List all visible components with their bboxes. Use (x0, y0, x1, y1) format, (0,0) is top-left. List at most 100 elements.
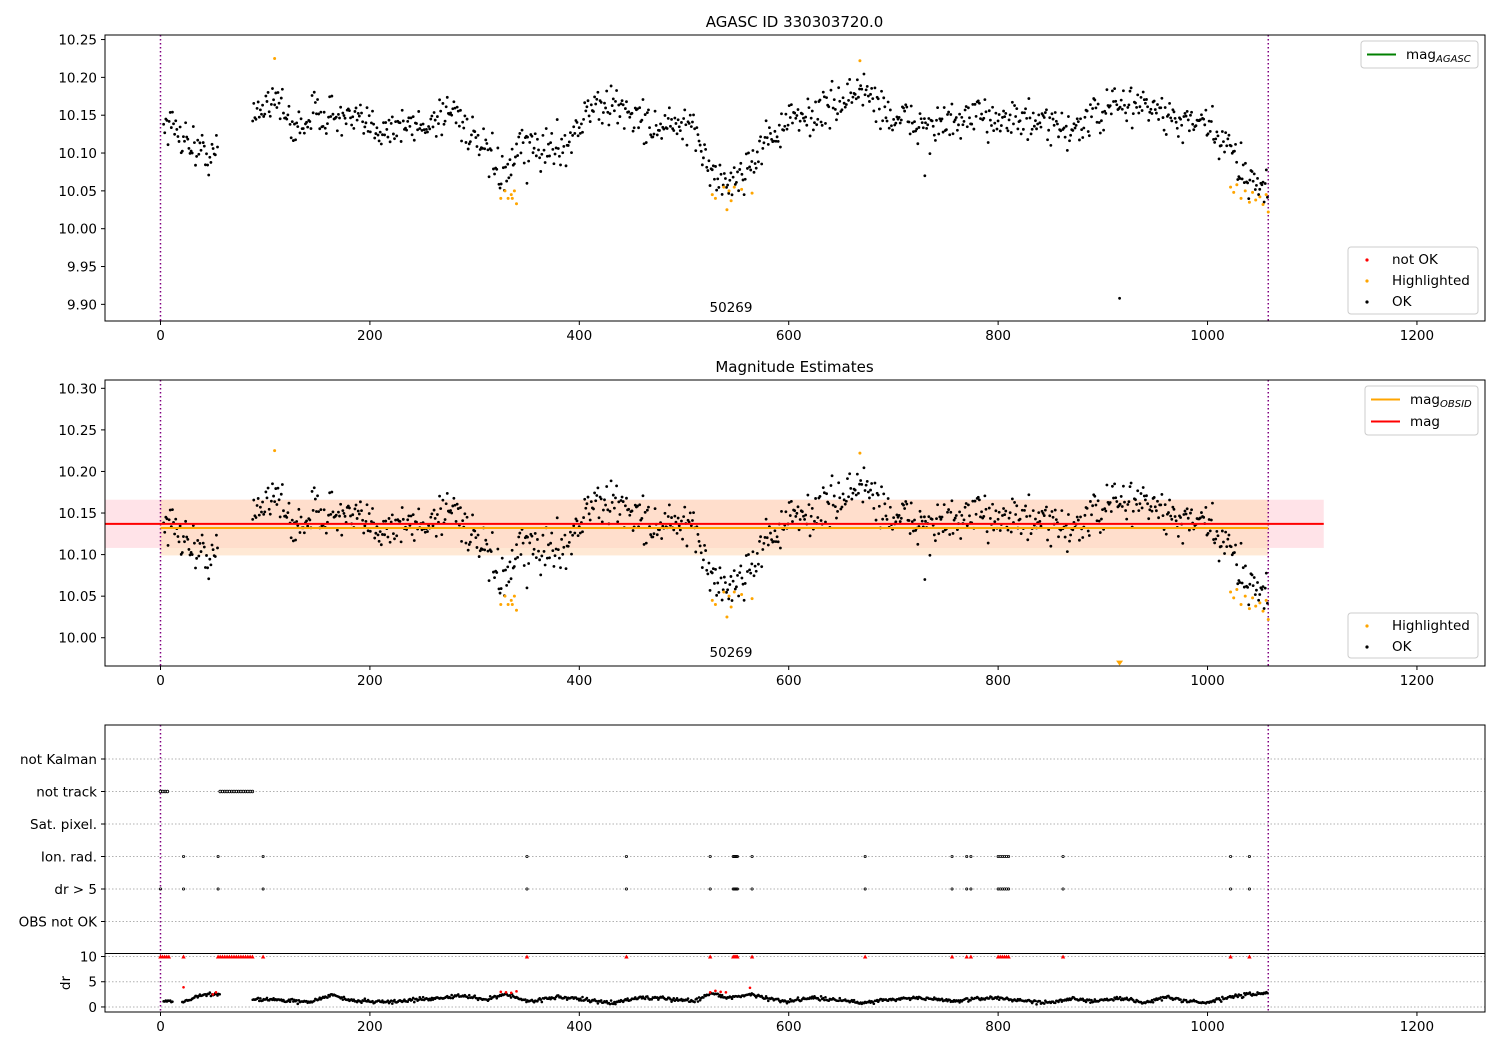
ok-point (1263, 586, 1267, 590)
highlighted-point (1247, 607, 1251, 611)
dr-point (818, 999, 822, 1002)
ok-point (1239, 541, 1243, 545)
dr-point (655, 996, 659, 999)
ok-point (1146, 105, 1149, 109)
ok-point (582, 117, 586, 121)
ok-point (489, 148, 493, 152)
ok-point (449, 111, 452, 115)
ok-point (722, 575, 726, 579)
ok-point (941, 530, 945, 533)
ok-point (940, 515, 944, 519)
ok-point (392, 132, 395, 136)
ok-point (351, 513, 355, 517)
ok-point (1113, 87, 1117, 91)
ok-point (197, 554, 201, 558)
flag-point (863, 887, 867, 891)
ok-point (533, 132, 537, 136)
ok-point (991, 502, 994, 506)
ok-point (515, 142, 518, 146)
flag-point (624, 887, 628, 891)
ok-point (936, 503, 940, 507)
legend-box (1360, 40, 1479, 69)
ok-point (278, 515, 282, 519)
ok-point (1105, 483, 1109, 487)
ok-point (1028, 116, 1032, 120)
ok-point (471, 115, 474, 119)
ok-point (1157, 118, 1160, 121)
ok-point (665, 127, 669, 130)
ok-point (649, 133, 653, 137)
ok-point (1164, 532, 1168, 536)
dr-notok-point (708, 991, 712, 994)
ok-point (1236, 178, 1240, 181)
ok-point (1083, 513, 1087, 517)
ok-point (584, 506, 588, 510)
ok-point (1173, 515, 1177, 518)
ok-point (1097, 519, 1101, 523)
ok-point (708, 588, 712, 592)
ok-point (713, 582, 716, 585)
ok-point (1050, 112, 1054, 116)
ok-point (919, 117, 923, 121)
ok-point (538, 558, 542, 562)
ok-point (1224, 530, 1228, 534)
dr-notok-point (499, 990, 503, 994)
x-tick-label: 0 (156, 673, 165, 689)
ok-point (257, 513, 261, 517)
ok-point (291, 139, 295, 142)
ok-point (622, 127, 626, 130)
dr-point (718, 993, 722, 997)
ok-point (652, 532, 656, 536)
ok-point (1042, 514, 1046, 517)
dr-point (363, 997, 367, 1001)
ok-point (1142, 494, 1146, 498)
ok-point (445, 95, 449, 99)
ok-point (1026, 138, 1030, 141)
ok-point (1095, 519, 1099, 523)
ok-point (910, 520, 914, 524)
ok-point (452, 100, 456, 104)
ok-point (997, 113, 1001, 116)
dr-point (819, 995, 823, 998)
ok-point (1152, 496, 1156, 499)
ok-point (761, 146, 765, 150)
ok-point (1234, 142, 1237, 146)
ok-point (678, 528, 682, 532)
ok-point (620, 99, 624, 103)
ok-point (1175, 126, 1179, 130)
ok-point (306, 524, 310, 528)
ok-point (895, 115, 899, 119)
dr-point (288, 1000, 292, 1004)
ok-point (190, 553, 194, 556)
ok-point (496, 146, 500, 150)
ok-point (625, 100, 628, 104)
ok-point (879, 127, 882, 131)
dr-point (328, 995, 331, 998)
ok-point (737, 189, 741, 193)
flag-point (734, 855, 738, 859)
x-tick-label: 400 (566, 1019, 592, 1035)
ok-point (356, 111, 360, 115)
ok-point (376, 133, 380, 137)
ok-point (941, 130, 945, 134)
ok-point (840, 108, 844, 112)
ok-point (377, 139, 381, 143)
dr-point (1221, 995, 1224, 999)
ok-point (1244, 161, 1247, 165)
ok-point (195, 155, 199, 158)
ok-point (563, 133, 567, 137)
ok-point (903, 109, 907, 113)
ok-point (1233, 551, 1236, 554)
ok-point (555, 516, 559, 520)
ok-point (285, 117, 289, 121)
ok-point (534, 154, 538, 158)
ok-point (822, 491, 826, 495)
ok-point (204, 163, 207, 167)
ok-point (1235, 160, 1239, 164)
ok-point (1122, 89, 1125, 93)
ok-point (795, 511, 799, 515)
ok-point (848, 78, 852, 81)
dr-point (1115, 995, 1119, 999)
ok-point (1252, 576, 1256, 579)
flag-point (525, 855, 529, 859)
